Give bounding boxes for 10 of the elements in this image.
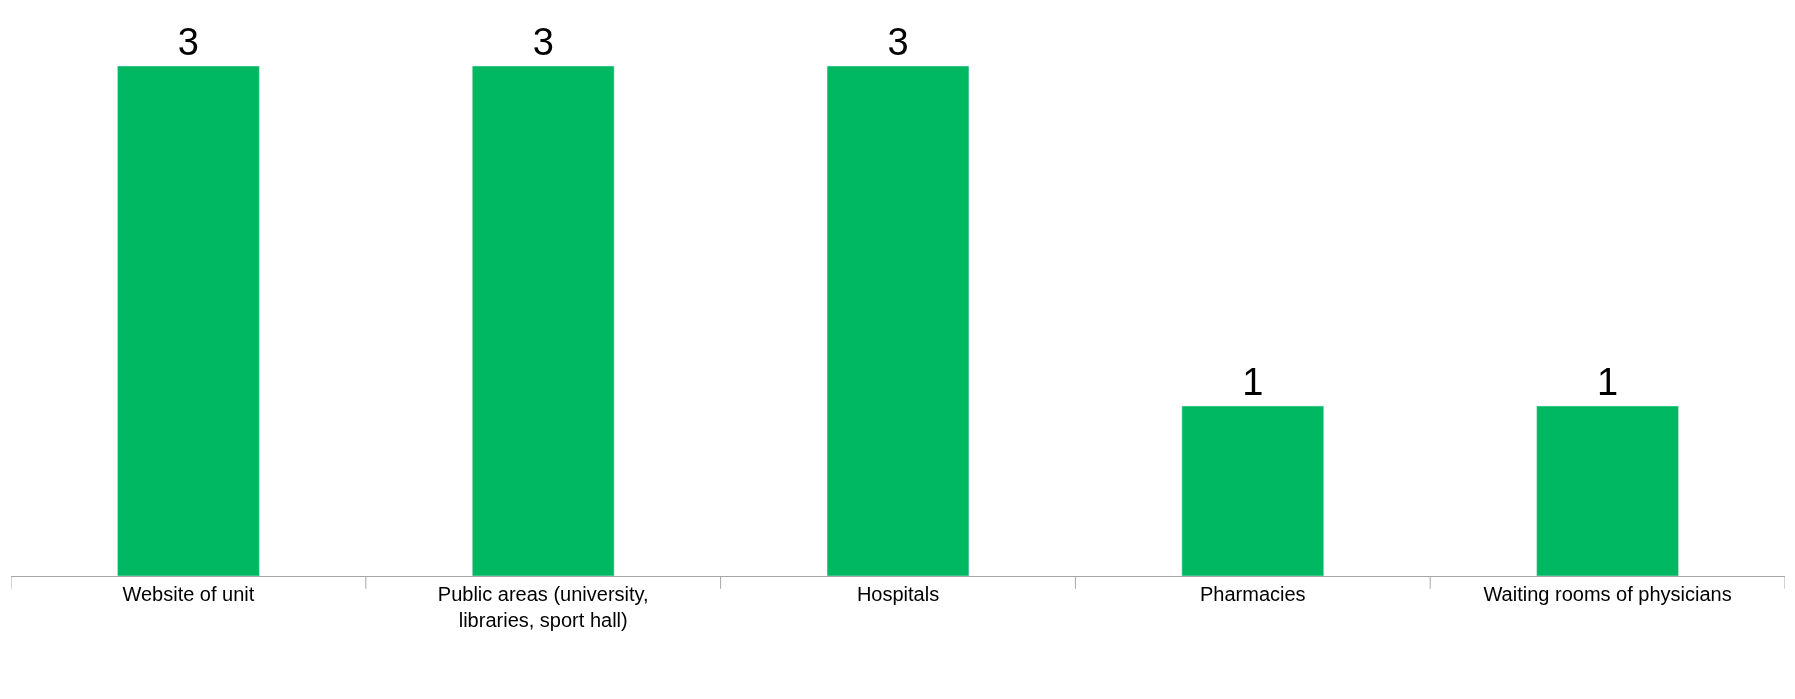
x-tick-label: Pharmacies [1200,583,1306,605]
x-tick-label: Public areas (university, libraries, sport hall) [437,583,649,631]
x-tick-label: Website of unit [122,583,255,605]
data-label: 1 [1597,361,1619,403]
data-label: 1 [1242,361,1264,403]
data-label: 3 [887,21,909,63]
x-tick-label: Hospitals [856,583,940,605]
data-label: 3 [177,21,199,63]
x-tick-label: Waiting rooms of physicians [1483,583,1732,605]
data-label: 3 [532,21,554,63]
